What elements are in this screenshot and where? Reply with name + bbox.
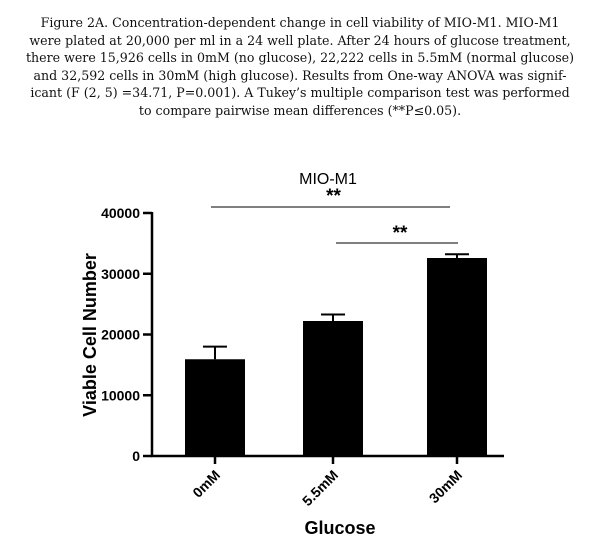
caption-line: icant (F (2, 5) =34.71, P=0.001). A Tuke…	[30, 85, 570, 101]
y-tick-label: 30000	[101, 266, 140, 282]
caption-line: were plated at 20,000 per ml in a 24 wel…	[29, 32, 571, 48]
figure-caption: Figure 2A. Concentration-dependent chang…	[4, 14, 596, 120]
y-tick-label: 20000	[101, 327, 140, 343]
caption-line: and 32,592 cells in 30mM (high glucose).…	[33, 67, 567, 83]
x-axis-label: Glucose	[304, 518, 375, 538]
significance-label: **	[393, 223, 408, 244]
x-tick-label: 5.5mM	[299, 467, 341, 509]
significance-label: **	[326, 186, 341, 207]
bar	[185, 359, 245, 456]
y-tick-label: 10000	[101, 387, 140, 403]
caption-line: to compare pairwise mean differences (**…	[138, 102, 462, 118]
x-tick-label: 30mM	[426, 467, 465, 506]
caption-line: there were 15,926 cells in 0mM (no gluco…	[25, 50, 575, 66]
bar	[303, 321, 363, 456]
plot-area: 0 10000 20000 30000 40000 0mM 5.5mM 30mM ** **	[101, 186, 504, 509]
bar	[427, 258, 487, 456]
x-tick-label: 0mM	[189, 467, 223, 501]
y-tick-label: 40000	[101, 205, 140, 221]
y-tick-label: 0	[132, 448, 140, 464]
y-axis-label: Viable Cell Number	[80, 253, 100, 417]
chart-title: MIO-M1	[299, 171, 357, 188]
caption-line: Figure 2A. Concentration-dependent chang…	[40, 15, 560, 30]
